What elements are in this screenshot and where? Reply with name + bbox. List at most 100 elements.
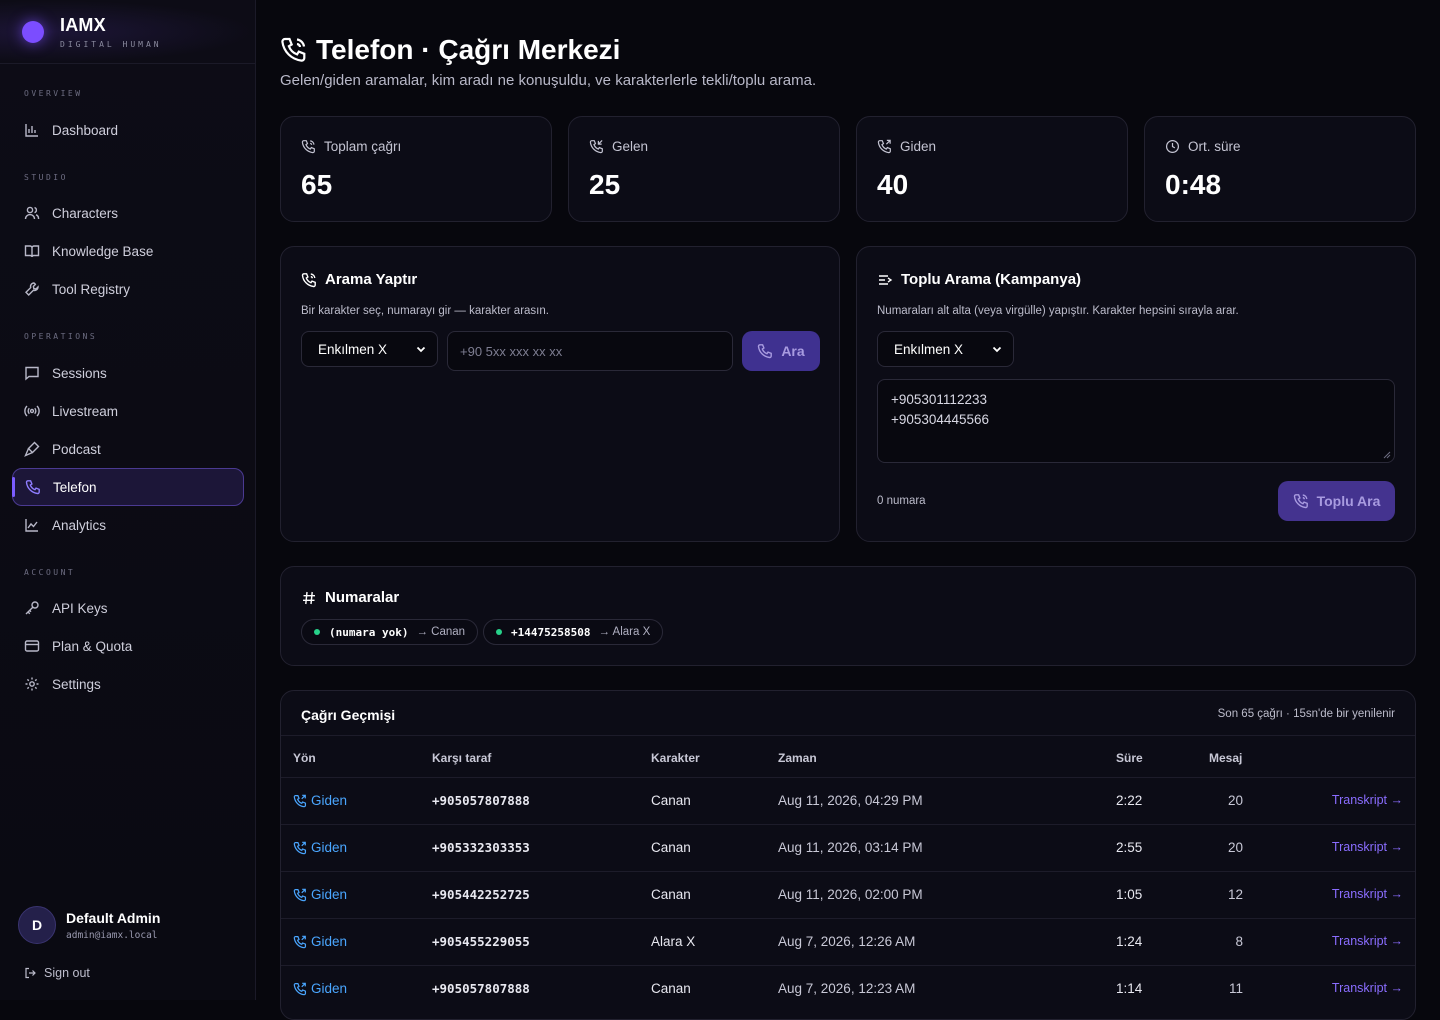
page-subtitle: Gelen/giden aramalar, kim aradı ne konuş… (280, 72, 817, 89)
table-row[interactable]: Giden +905455229055 Alara X Aug 7, 2026,… (281, 918, 1415, 965)
time-cell: Aug 11, 2026, 04:29 PM (778, 793, 923, 808)
textarea-line: +905304445566 (891, 412, 989, 427)
duration-cell: 2:22 (1116, 793, 1143, 808)
phone-number-input[interactable]: +90 5xx xxx xx xx (447, 331, 733, 371)
call-history-card: Çağrı Geçmişi Son 65 çağrı · 15sn'de bir… (280, 690, 1416, 1020)
clock-icon (1165, 139, 1180, 154)
mic-icon (24, 441, 40, 457)
stat-value: 40 (877, 169, 909, 200)
history-meta: Son 65 çağrı · 15sn'de bir yenilenir (1217, 708, 1395, 720)
sidebar-item-label: Settings (52, 676, 101, 692)
counterparty-cell: +905057807888 (432, 981, 530, 996)
column-header-time: Zaman (778, 751, 817, 765)
direction-label: Giden (311, 934, 348, 949)
phone-outgoing-icon (293, 794, 307, 808)
number-pill[interactable]: +14475258508 → Alara X (483, 619, 664, 645)
sidebar-item-sessions[interactable]: Sessions (12, 354, 244, 392)
sidebar-item-label: Dashboard (52, 122, 119, 138)
sidebar: IAMX DIGITAL HUMAN OVERVIEW Dashboard ST… (0, 0, 256, 1000)
table-row[interactable]: Giden +905332303353 Canan Aug 11, 2026, … (281, 824, 1415, 871)
call-button-label: Ara (781, 343, 805, 359)
brand[interactable]: IAMX DIGITAL HUMAN (0, 0, 255, 64)
numbers-card: Numaralar (numara yok) → Canan +14475258… (280, 566, 1416, 666)
pill-number: (numara yok) (329, 625, 409, 639)
user-name: Default Admin (66, 909, 161, 926)
transcript-link[interactable]: Transkript → (1331, 934, 1403, 948)
sidebar-item-settings[interactable]: Settings (12, 665, 244, 703)
bulk-call-button-label: Toplu Ara (1316, 493, 1381, 509)
sidebar-item-api-keys[interactable]: API Keys (12, 589, 244, 627)
bar-chart-icon (24, 122, 40, 138)
table-row[interactable]: Giden +905057807888 Canan Aug 7, 2026, 1… (281, 965, 1415, 1012)
stat-value: 0:48 (1165, 169, 1222, 200)
chevron-down-icon (415, 343, 427, 355)
character-select[interactable]: Enkılmen X (301, 331, 438, 367)
bulk-call-button[interactable]: Toplu Ara (1278, 481, 1395, 521)
call-button[interactable]: Ara (742, 331, 820, 371)
user-profile[interactable]: D Default Admin admin@iamx.local (18, 906, 160, 944)
sidebar-item-dashboard[interactable]: Dashboard (12, 111, 244, 149)
stat-value: 65 (301, 169, 333, 200)
resize-handle-icon[interactable] (1383, 451, 1391, 459)
direction-cell: Giden (293, 981, 347, 996)
bulk-call-card: Toplu Arama (Kampanya) Numaraları alt al… (856, 246, 1416, 542)
page-title: Telefon · Çağrı Merkezi (280, 34, 620, 66)
status-dot-icon (496, 629, 502, 635)
direction-cell: Giden (293, 840, 347, 855)
table-row[interactable]: Giden +905442252725 Canan Aug 11, 2026, … (281, 871, 1415, 918)
number-pill[interactable]: (numara yok) → Canan (301, 619, 479, 645)
sidebar-item-label: Knowledge Base (52, 243, 154, 259)
stat-label: Toplam çağrı (324, 139, 402, 154)
sign-out-label: Sign out (44, 966, 90, 980)
character-cell: Canan (651, 887, 691, 902)
sidebar-item-tool-registry[interactable]: Tool Registry (12, 270, 244, 308)
sidebar-item-plan-quota[interactable]: Plan & Quota (12, 627, 244, 665)
column-header-messages: Mesaj (1209, 751, 1243, 765)
direction-label: Giden (311, 840, 348, 855)
card-description: Bir karakter seç, numarayı gir — karakte… (301, 305, 549, 317)
transcript-link[interactable]: Transkript → (1331, 840, 1403, 854)
time-cell: Aug 11, 2026, 03:14 PM (778, 840, 923, 855)
sidebar-item-podcast[interactable]: Podcast (12, 430, 244, 468)
card-title: Numaralar (325, 589, 400, 606)
transcript-link[interactable]: Transkript → (1331, 793, 1403, 807)
phone-incoming-icon (589, 139, 604, 154)
phone-call-icon (280, 36, 308, 64)
sidebar-item-label: Sessions (52, 365, 107, 381)
column-header-character: Karakter (651, 751, 700, 765)
transcript-link[interactable]: Transkript → (1331, 887, 1403, 901)
phone-outgoing-icon (293, 935, 307, 949)
direction-label: Giden (311, 981, 348, 996)
brand-subtitle: DIGITAL HUMAN (60, 39, 162, 49)
pill-number: +14475258508 (511, 625, 591, 639)
stat-card-total: Toplam çağrı 65 (280, 116, 552, 222)
stat-value: 25 (589, 169, 621, 200)
table-row[interactable]: Giden +905057807888 Canan Aug 11, 2026, … (281, 777, 1415, 824)
status-dot-icon (314, 629, 320, 635)
stat-label: Gelen (612, 139, 649, 154)
card-title: Arama Yaptır (325, 271, 418, 288)
sidebar-item-livestream[interactable]: Livestream (12, 392, 244, 430)
wrench-icon (24, 281, 40, 297)
phone-outgoing-icon (877, 139, 892, 154)
sidebar-item-knowledge-base[interactable]: Knowledge Base (12, 232, 244, 270)
counterparty-cell: +905442252725 (432, 887, 530, 902)
sign-out-button[interactable]: Sign out (24, 966, 90, 980)
phone-outgoing-icon (293, 841, 307, 855)
sidebar-item-analytics[interactable]: Analytics (12, 506, 244, 544)
stat-label: Ort. süre (1188, 139, 1241, 154)
credit-card-icon (24, 638, 40, 654)
direction-cell: Giden (293, 793, 347, 808)
stat-card-outgoing: Giden 40 (856, 116, 1128, 222)
section-label-studio: STUDIO (24, 173, 68, 182)
phone-icon (25, 479, 41, 495)
transcript-link[interactable]: Transkript → (1331, 981, 1403, 995)
sidebar-item-label: Livestream (52, 403, 119, 419)
sidebar-item-characters[interactable]: Characters (12, 194, 244, 232)
numbers-textarea[interactable]: +905301112233 +905304445566 (877, 379, 1395, 463)
messages-cell: 11 (1228, 981, 1243, 996)
messages-cell: 12 (1227, 887, 1243, 902)
character-cell: Alara X (651, 934, 696, 949)
bulk-character-select[interactable]: Enkılmen X (877, 331, 1014, 367)
sidebar-item-telefon[interactable]: Telefon (12, 468, 244, 506)
